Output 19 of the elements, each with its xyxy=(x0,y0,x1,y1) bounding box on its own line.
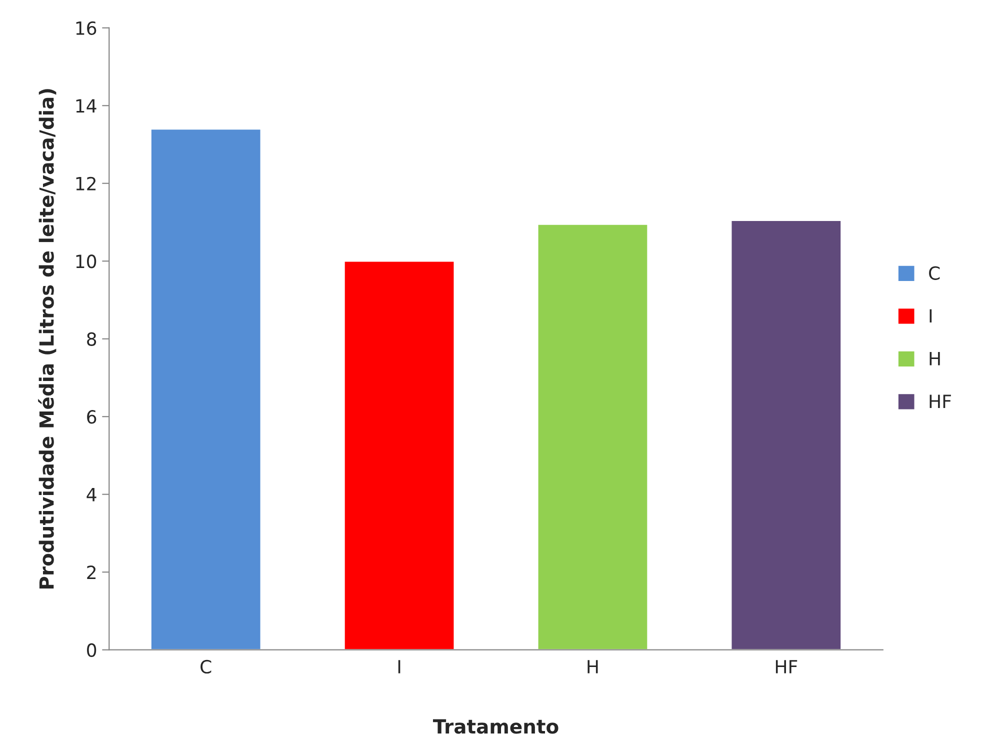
legend-label: H xyxy=(930,352,940,366)
y-tick-label: 10 xyxy=(76,254,96,268)
y-tick-label: 8 xyxy=(87,332,96,346)
y-axis-title: Produtividade Média (Litros de leite/vaca/dia) xyxy=(38,89,56,588)
legend-label: C xyxy=(929,266,940,280)
y-tick-label: 4 xyxy=(86,488,96,502)
y-tick-label: 14 xyxy=(76,99,96,112)
legend-label: HF xyxy=(930,394,951,408)
x-tick-label: H xyxy=(588,660,598,674)
x-tick-label: C xyxy=(200,660,212,674)
x-tick-label: I xyxy=(398,660,400,674)
y-tick-label: 2 xyxy=(87,566,96,579)
y-tick-label: 6 xyxy=(87,410,96,424)
y-tick-label: 12 xyxy=(76,176,96,190)
legend-label: I xyxy=(930,309,932,322)
y-tick-label: 16 xyxy=(76,21,96,35)
x-axis-title: Tratamento xyxy=(432,719,558,734)
x-tick-label: HF xyxy=(776,660,798,674)
y-tick-label: 0 xyxy=(87,643,96,657)
